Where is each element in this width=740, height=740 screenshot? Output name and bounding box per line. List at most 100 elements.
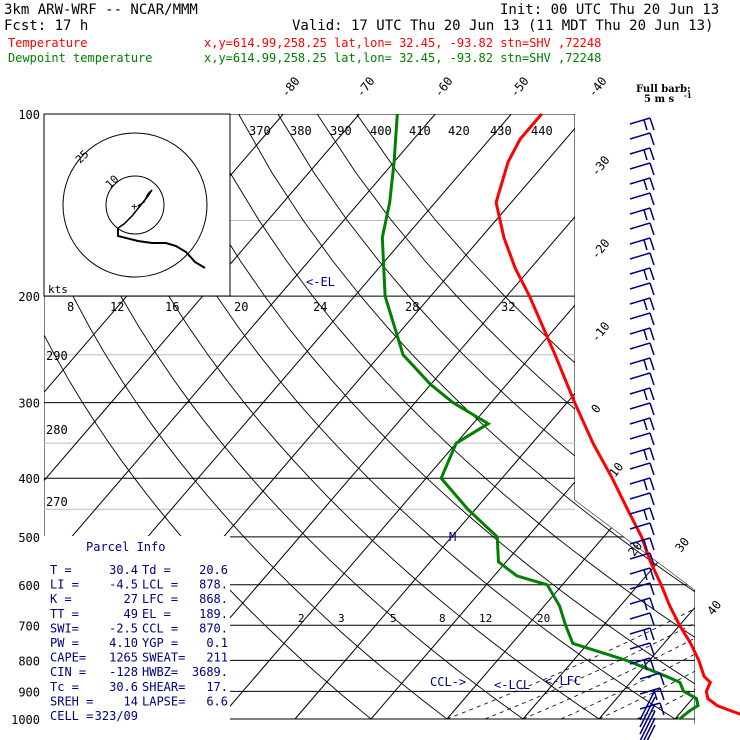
parcel-value: 17. bbox=[206, 680, 228, 694]
theta-side-label: 280 bbox=[46, 423, 68, 437]
hodograph-ring-25 bbox=[62, 132, 208, 278]
lcl-marker: <-LCL bbox=[494, 678, 530, 692]
parcel-value: 211 bbox=[206, 651, 228, 665]
dry-adiabat bbox=[316, 113, 740, 536]
hodograph: 25 10 + kts bbox=[43, 113, 231, 297]
theta-label: 410 bbox=[409, 124, 431, 138]
dry-adiabat bbox=[356, 113, 740, 494]
parcel-key: K = bbox=[50, 592, 72, 606]
wind-barb bbox=[629, 642, 655, 656]
parcel-key: SWEAT= bbox=[142, 651, 185, 665]
ccl-marker: CCL-> bbox=[430, 675, 466, 689]
wind-barb bbox=[629, 327, 655, 341]
wind-barb bbox=[629, 207, 655, 221]
parcel-value: 30.4 bbox=[109, 563, 138, 577]
parcel-info-title: Parcel Info bbox=[86, 540, 165, 554]
pressure-label-1000: 1000 bbox=[11, 713, 40, 727]
hodograph-ring-10 bbox=[105, 175, 165, 235]
parcel-key: Tc = bbox=[50, 680, 79, 694]
wind-barb bbox=[629, 462, 655, 476]
wind-barb bbox=[629, 177, 655, 191]
parcel-value: 868. bbox=[199, 592, 228, 606]
parcel-key: CELL = bbox=[50, 709, 93, 723]
theta-label: 380 bbox=[290, 124, 312, 138]
wind-barb bbox=[629, 507, 655, 521]
barb-key-title: Full barb: bbox=[636, 84, 691, 95]
moist-adiabat bbox=[484, 598, 740, 720]
temperature-location: x,y=614.99,258.25 lat,lon= 32.45, -93.82… bbox=[204, 36, 601, 50]
parcel-key: SREH = bbox=[50, 694, 93, 708]
parcel-value: 1265 bbox=[109, 651, 138, 665]
dry-adiabat bbox=[159, 113, 740, 713]
wind-barb bbox=[629, 252, 655, 266]
parcel-value: 878. bbox=[199, 578, 228, 592]
wind-barb bbox=[629, 582, 655, 596]
model-title: 3km ARW-WRF -- NCAR/MMM bbox=[4, 2, 198, 18]
moist-adiabat bbox=[560, 629, 740, 720]
m-marker: M bbox=[449, 530, 456, 544]
wind-barb bbox=[629, 447, 655, 461]
wind-barb bbox=[629, 282, 655, 296]
theta-label: 400 bbox=[370, 124, 392, 138]
parcel-key: CIN = bbox=[50, 665, 86, 679]
valid-time: Valid: 17 UTC Thu 20 Jun 13 (11 MDT Thu … bbox=[292, 18, 713, 34]
wind-barb bbox=[639, 672, 665, 686]
wind-barb bbox=[639, 689, 656, 721]
parcel-key: CAPE= bbox=[50, 651, 86, 665]
wind-barb bbox=[639, 710, 656, 740]
wind-barb bbox=[629, 117, 655, 131]
theta-label: 440 bbox=[531, 124, 553, 138]
theta-side-label: 270 bbox=[46, 495, 68, 509]
parcel-key: CCL = bbox=[142, 621, 178, 635]
dry-adiabat bbox=[120, 113, 676, 720]
parcel-key: TT = bbox=[50, 607, 79, 621]
wind-barb bbox=[629, 627, 655, 641]
parcel-key: LAPSE= bbox=[142, 694, 185, 708]
init-time: Init: 00 UTC Thu 20 Jun 13 bbox=[500, 2, 719, 18]
parcel-value: -128 bbox=[109, 665, 138, 679]
parcel-value: 4.10 bbox=[109, 636, 138, 650]
plot-mask bbox=[0, 70, 740, 740]
wind-barb bbox=[629, 147, 655, 161]
dewpoint-location: x,y=614.99,258.25 lat,lon= 32.45, -93.82… bbox=[204, 51, 601, 65]
hodograph-trace bbox=[117, 228, 206, 269]
parcel-key: LI = bbox=[50, 578, 79, 592]
dry-adiabat bbox=[2, 113, 448, 720]
pressure-label-500: 500 bbox=[18, 531, 40, 545]
parcel-key: SWI= bbox=[50, 621, 79, 635]
theta-side-label: 290 bbox=[46, 349, 68, 363]
parcel-value: -4.5 bbox=[109, 578, 138, 592]
mixing-ratio-label: 16 bbox=[165, 300, 179, 314]
parcel-value: 0.1 bbox=[206, 636, 228, 650]
mixing-ratio-label: 20 bbox=[537, 612, 550, 625]
mixing-ratio-label: 20 bbox=[234, 300, 248, 314]
wind-barb bbox=[629, 387, 655, 401]
parcel-key: YGP = bbox=[142, 636, 178, 650]
temperature-legend: Temperature bbox=[8, 36, 87, 50]
theta-label: 370 bbox=[249, 124, 271, 138]
pressure-label-300: 300 bbox=[18, 397, 40, 411]
isotherm bbox=[522, 465, 740, 720]
parcel-value: 14 bbox=[124, 694, 138, 708]
wind-barb bbox=[629, 567, 655, 581]
mixing-ratio-label: 12 bbox=[479, 612, 492, 625]
wind-barb bbox=[629, 342, 655, 356]
theta-label: 430 bbox=[490, 124, 512, 138]
wind-barb bbox=[629, 492, 655, 506]
mixing-ratio-label: 28 bbox=[405, 300, 419, 314]
wind-barb bbox=[629, 402, 655, 416]
wind-barb bbox=[629, 312, 655, 326]
mixing-ratio-label: 3 bbox=[338, 612, 345, 625]
parcel-value: 3689. bbox=[192, 665, 228, 679]
mixing-ratio-label: 8 bbox=[439, 612, 446, 625]
isotherm bbox=[0, 113, 360, 533]
parcel-value: -2.5 bbox=[109, 621, 138, 635]
wind-barb bbox=[629, 522, 655, 536]
wind-barb bbox=[629, 432, 655, 446]
hodograph-unit: kts bbox=[48, 283, 68, 296]
parcel-key: LCL = bbox=[142, 578, 178, 592]
mixing-ratio-label: 8 bbox=[67, 300, 74, 314]
pressure-label-700: 700 bbox=[18, 619, 40, 633]
pressure-label-800: 800 bbox=[18, 654, 40, 668]
